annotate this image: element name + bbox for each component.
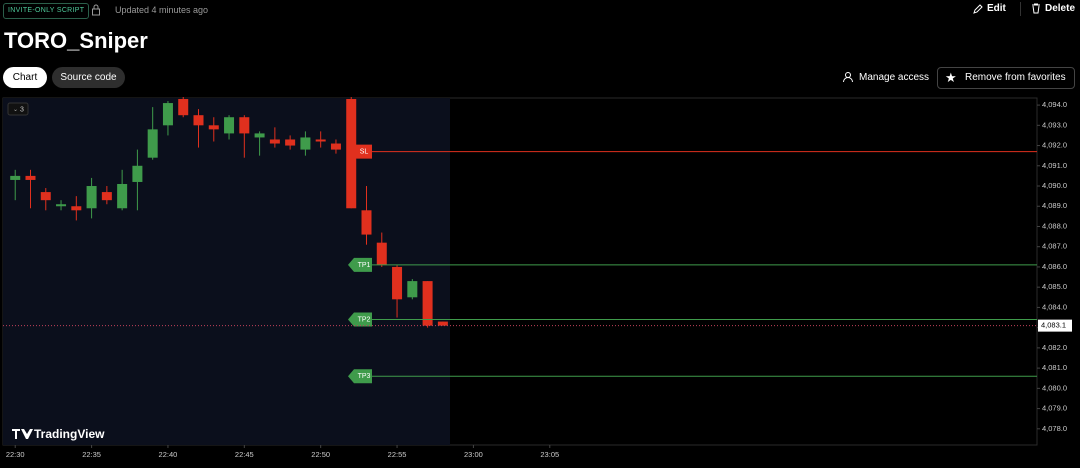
candle-body: [40, 192, 51, 201]
lock-icon: [92, 4, 100, 16]
y-tick-label: 4,084.0: [1042, 302, 1067, 311]
edit-icon: [973, 4, 983, 14]
edit-button[interactable]: Edit: [987, 3, 1006, 14]
candle-body: [285, 139, 296, 146]
level-label: TP1: [358, 262, 371, 269]
y-tick-label: 4,094.0: [1042, 100, 1067, 109]
session-shade: [3, 98, 450, 445]
candle-body: [71, 206, 82, 211]
script-title: TORO_Sniper: [4, 28, 148, 53]
candle-body: [376, 242, 387, 265]
x-tick-label: 22:45: [235, 450, 254, 459]
candle-body: [224, 117, 235, 134]
y-tick-label: 4,085.0: [1042, 282, 1067, 291]
candle-body: [300, 137, 311, 150]
x-tick-label: 22:35: [82, 450, 101, 459]
y-tick-label: 4,078.0: [1042, 424, 1067, 433]
candle-body: [361, 210, 372, 235]
candle-body: [330, 143, 341, 150]
updated: Updated 4 minutes ago: [115, 5, 209, 15]
last-price-label: 4,083.1: [1041, 321, 1066, 330]
candle-body: [407, 281, 418, 298]
y-tick-label: 4,080.0: [1042, 383, 1067, 392]
y-tick-label: 4,086.0: [1042, 262, 1067, 271]
candle-body: [422, 281, 433, 326]
candle-body: [437, 321, 448, 326]
divider: [1020, 2, 1021, 16]
y-tick-label: 4,081.0: [1042, 363, 1067, 372]
candle-body: [132, 165, 143, 182]
y-tick-label: 4,079.0: [1042, 404, 1067, 413]
y-tick-label: 4,088.0: [1042, 221, 1067, 230]
candle-body: [392, 266, 403, 300]
candle-body: [101, 192, 112, 201]
star-icon: ★: [945, 70, 957, 85]
interval: 3: [20, 106, 24, 113]
candle-body: [10, 175, 21, 180]
x-tick-label: 22:55: [388, 450, 407, 459]
candle-body: [117, 183, 128, 209]
x-tick-label: 22:30: [6, 450, 25, 459]
logo-text: TradingView: [34, 427, 105, 441]
tab-source[interactable]: Source code: [52, 67, 125, 88]
candle-body: [86, 186, 97, 209]
y-tick-label: 4,089.0: [1042, 201, 1067, 210]
candle-body: [193, 115, 204, 126]
y-tick-label: 4,082.0: [1042, 343, 1067, 352]
y-tick-label: 4,091.0: [1042, 161, 1067, 170]
interval-box[interactable]: [7, 102, 29, 116]
x-tick-label: 22:50: [311, 450, 330, 459]
level-tag: [348, 369, 372, 384]
level-label: TP2: [358, 316, 371, 323]
y-tick-label: 4,090.0: [1042, 181, 1067, 190]
manage-access[interactable]: Manage access: [859, 72, 930, 83]
x-tick-label: 23:00: [464, 450, 483, 459]
favorites-button[interactable]: ★ Remove from favorites: [937, 67, 1075, 89]
candle-body: [25, 175, 36, 180]
last-price-box: [1038, 319, 1072, 332]
interval-chevron: ⌄: [13, 107, 18, 113]
person-icon: [843, 72, 853, 83]
y-tick-label: 4,092.0: [1042, 141, 1067, 150]
candle-body: [56, 204, 67, 207]
candle-body: [254, 133, 265, 138]
delete-button[interactable]: Delete: [1045, 3, 1076, 14]
x-tick-label: 22:40: [159, 450, 178, 459]
level-tag: [348, 144, 372, 159]
badge: INVITE-ONLY SCRIPT: [3, 3, 90, 19]
series-layer: 4,094.0 4,093.0 4,092.0 4,091.0 4,090.0 4,089…: [3, 96, 1072, 459]
candle-body: [239, 117, 250, 134]
level-label: TP3: [358, 373, 371, 380]
favorites-label: Remove from favorites: [965, 72, 1066, 83]
candle-body: [208, 125, 219, 130]
logo-icon: [12, 429, 33, 439]
y-tick-label: 4,093.0: [1042, 120, 1067, 129]
tab-chart[interactable]: Chart: [3, 67, 47, 88]
y-tick-label: 4,087.0: [1042, 242, 1067, 251]
candle-body: [162, 103, 173, 126]
candle-body: [269, 139, 280, 144]
level-label: SL: [360, 148, 369, 155]
level-tag: [348, 312, 372, 327]
delete-icon: [1032, 3, 1040, 14]
x-tick-label: 23:05: [540, 450, 559, 459]
candle-body: [178, 99, 189, 116]
candle-body: [147, 129, 158, 158]
level-tag: [348, 257, 372, 272]
candle-body: [315, 139, 326, 142]
